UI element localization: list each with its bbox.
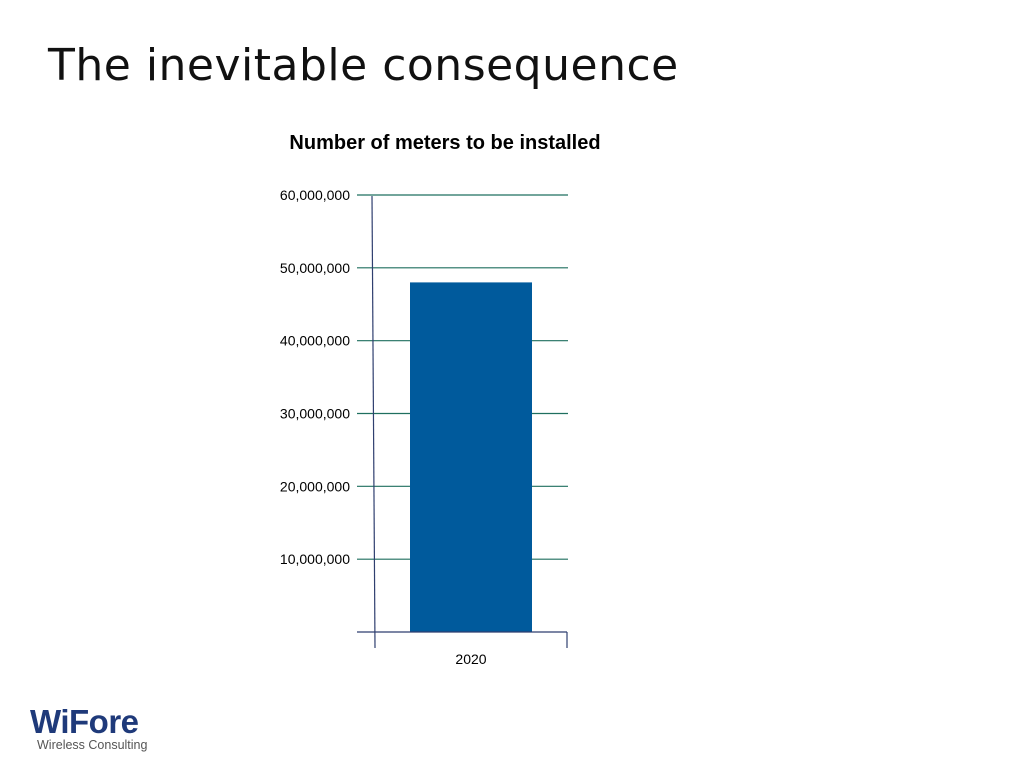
wifore-logo: WiFore Wireless Consulting — [30, 704, 210, 760]
logo-wordmark: WiFore — [30, 703, 139, 740]
y-tick-label: 40,000,000 — [280, 333, 350, 349]
bar-2020 — [410, 282, 532, 632]
x-tick-labels: 2020 — [455, 651, 486, 667]
logo-tagline: Wireless Consulting — [37, 738, 148, 752]
y-tick-label: 30,000,000 — [280, 406, 350, 422]
bar-chart: Number of meters to be installed 10,000,… — [280, 132, 601, 667]
bars — [410, 282, 532, 632]
y-axis — [371, 195, 376, 649]
axes — [357, 195, 568, 649]
y-tick-label: 10,000,000 — [280, 551, 350, 567]
y-tick-labels: 10,000,000 20,000,000 30,000,000 40,000,000… — [280, 187, 350, 567]
x-tick-label: 2020 — [455, 651, 486, 667]
y-tick-label: 50,000,000 — [280, 260, 350, 276]
y-tick-label: 60,000,000 — [280, 187, 350, 203]
slide-title: The inevitable consequence — [48, 40, 679, 91]
chart-title: Number of meters to be installed — [289, 132, 600, 154]
y-tick-label: 20,000,000 — [280, 478, 350, 494]
